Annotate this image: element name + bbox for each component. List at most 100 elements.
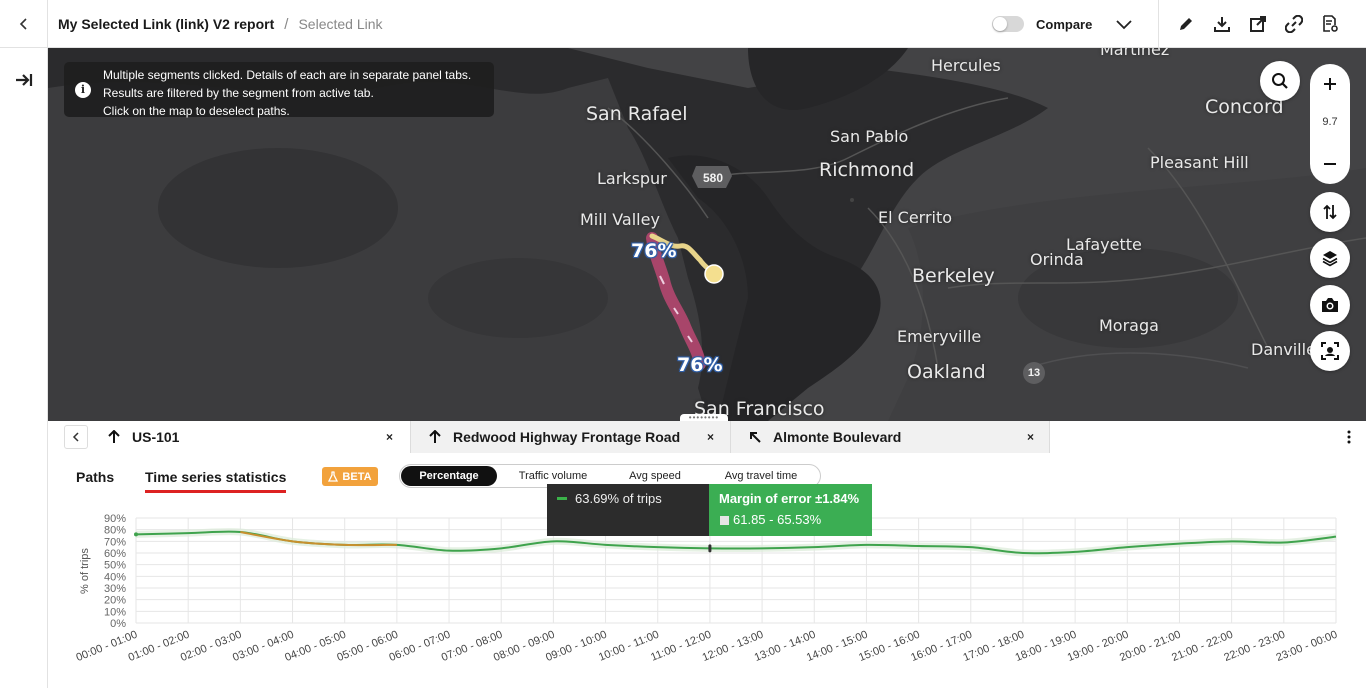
segment-percentage-badge[interactable]: 76%: [677, 354, 723, 376]
map-label-martinez: Martinez: [1100, 48, 1170, 59]
metric-traffic-volume[interactable]: Traffic volume: [518, 470, 588, 482]
data-point[interactable]: [1021, 551, 1025, 555]
expand-panel-button[interactable]: [8, 64, 40, 96]
more-options-icon[interactable]: [1342, 429, 1356, 445]
beta-badge: BETA: [322, 467, 378, 486]
segment-percentage-badge[interactable]: 76%: [631, 240, 677, 262]
info-line: Multiple segments clicked. Details of ea…: [103, 68, 472, 82]
top-bar: My Selected Link (link) V2 report / Sele…: [0, 0, 1366, 48]
share-button[interactable]: [1248, 14, 1268, 34]
y-tick-label: 20%: [104, 595, 126, 607]
screenshot-button[interactable]: [1310, 285, 1350, 325]
data-point[interactable]: [499, 546, 503, 550]
data-point[interactable]: [969, 545, 973, 549]
panel-resize-handle[interactable]: ••••••••: [680, 414, 728, 421]
tab-label: Almonte Boulevard: [773, 429, 902, 445]
map-label-oakland: Oakland: [907, 361, 986, 383]
data-point[interactable]: [447, 549, 451, 553]
y-tick-label: 0%: [110, 618, 126, 630]
tooltip-value-panel: 63.69% of trips: [547, 484, 709, 536]
focus-frame-icon: [1321, 342, 1339, 360]
edit-button[interactable]: [1176, 14, 1196, 34]
document-settings-icon: [1323, 15, 1338, 32]
data-point[interactable]: [917, 544, 921, 548]
close-tab-button[interactable]: ×: [386, 430, 394, 444]
map-label-moraga: Moraga: [1099, 316, 1159, 335]
chevron-down-icon[interactable]: [1114, 14, 1134, 34]
map-label-lafayette: Lafayette: [1066, 235, 1142, 254]
report-settings-button[interactable]: [1320, 14, 1340, 34]
data-point[interactable]: [1230, 539, 1234, 543]
map-label-berkeley: Berkeley: [912, 265, 995, 287]
subtab-paths[interactable]: Paths: [76, 469, 115, 485]
map-view[interactable]: Martinez Hercules Concord San Rafael San…: [48, 48, 1366, 421]
flask-icon: [328, 471, 339, 482]
data-point[interactable]: [291, 539, 295, 543]
zoom-out-button[interactable]: [1310, 144, 1350, 184]
data-point[interactable]: [760, 546, 764, 550]
map-label-san-pablo: San Pablo: [830, 127, 909, 146]
data-point[interactable]: [551, 539, 555, 543]
metric-avg-travel-time[interactable]: Avg travel time: [724, 470, 798, 482]
data-point[interactable]: [1177, 542, 1181, 546]
metric-percentage[interactable]: Percentage: [401, 466, 497, 486]
tab-segment-us-101[interactable]: US-101 ×: [108, 421, 410, 453]
layers-icon: [1322, 251, 1338, 267]
tabs-scroll-left-button[interactable]: [64, 425, 88, 449]
swap-vertical-icon: [1323, 204, 1337, 220]
map-label-concord: Concord: [1205, 96, 1284, 118]
time-series-chart[interactable]: 0% 10% 20% 30% 40% 50% 60% 70% 80% 90% 00:00 - 01:…: [48, 505, 1366, 688]
search-icon: [1272, 73, 1288, 89]
y-tick-label: 30%: [104, 583, 126, 595]
close-tab-button[interactable]: ×: [1027, 430, 1035, 444]
data-point[interactable]: [238, 530, 242, 534]
selection-info-banner: i Multiple segments clicked. Details of …: [64, 62, 494, 118]
close-tab-button[interactable]: ×: [707, 430, 715, 444]
y-tick-label: 60%: [104, 548, 126, 560]
data-point[interactable]: [864, 543, 868, 547]
tab-segment-almonte-boulevard[interactable]: Almonte Boulevard ×: [730, 421, 1050, 453]
back-button[interactable]: [0, 0, 48, 48]
subtab-time-series[interactable]: Time series statistics: [145, 469, 287, 493]
data-point[interactable]: [656, 545, 660, 549]
report-title[interactable]: My Selected Link (link) V2 report: [58, 16, 275, 32]
data-point[interactable]: [1334, 535, 1338, 539]
chevron-left-icon: [19, 18, 27, 30]
focus-location-button[interactable]: [1310, 331, 1350, 371]
data-point[interactable]: [604, 543, 608, 547]
tab-label: US-101: [132, 429, 180, 445]
metric-avg-speed[interactable]: Avg speed: [629, 470, 681, 482]
tab-segment-redwood-highway[interactable]: Redwood Highway Frontage Road ×: [410, 421, 730, 453]
map-search-button[interactable]: [1260, 61, 1300, 101]
map-label-hercules: Hercules: [931, 56, 1001, 75]
map-label-emeryville: Emeryville: [897, 327, 982, 346]
series-line-highlight[interactable]: [240, 531, 397, 547]
compare-toggle[interactable]: [992, 16, 1024, 32]
highway-13-shield: 13: [1027, 367, 1041, 379]
series-swatch: [557, 497, 567, 500]
data-point[interactable]: [186, 531, 190, 535]
data-point[interactable]: [812, 545, 816, 549]
copy-link-button[interactable]: [1284, 14, 1304, 34]
breadcrumb: My Selected Link (link) V2 report / Sele…: [58, 0, 383, 48]
map-layers-button[interactable]: [1310, 238, 1350, 278]
compare-label: Compare: [1036, 16, 1093, 32]
camera-icon: [1322, 298, 1338, 312]
compare-control[interactable]: Compare: [992, 0, 1092, 48]
zoom-in-button[interactable]: [1310, 64, 1350, 104]
map-label-el-cerrito: El Cerrito: [878, 208, 953, 227]
data-point[interactable]: [1125, 545, 1129, 549]
data-point[interactable]: [1282, 541, 1286, 545]
selected-point-marker[interactable]: [708, 544, 712, 553]
swap-direction-button[interactable]: [1310, 192, 1350, 232]
download-button[interactable]: [1212, 14, 1232, 34]
info-icon: i: [75, 82, 91, 98]
chart-svg[interactable]: 0%10%20%30%40%50%60%70%80%90%00:00 - 01:…: [48, 505, 1366, 688]
map-base-layer: [48, 48, 1366, 421]
data-point[interactable]: [1073, 550, 1077, 554]
data-point[interactable]: [343, 543, 347, 547]
pencil-icon: [1180, 18, 1192, 30]
data-point[interactable]: [395, 543, 399, 547]
zoom-level: 9.7: [1322, 116, 1338, 128]
tooltip-range: 61.85 - 65.53%: [733, 512, 822, 527]
